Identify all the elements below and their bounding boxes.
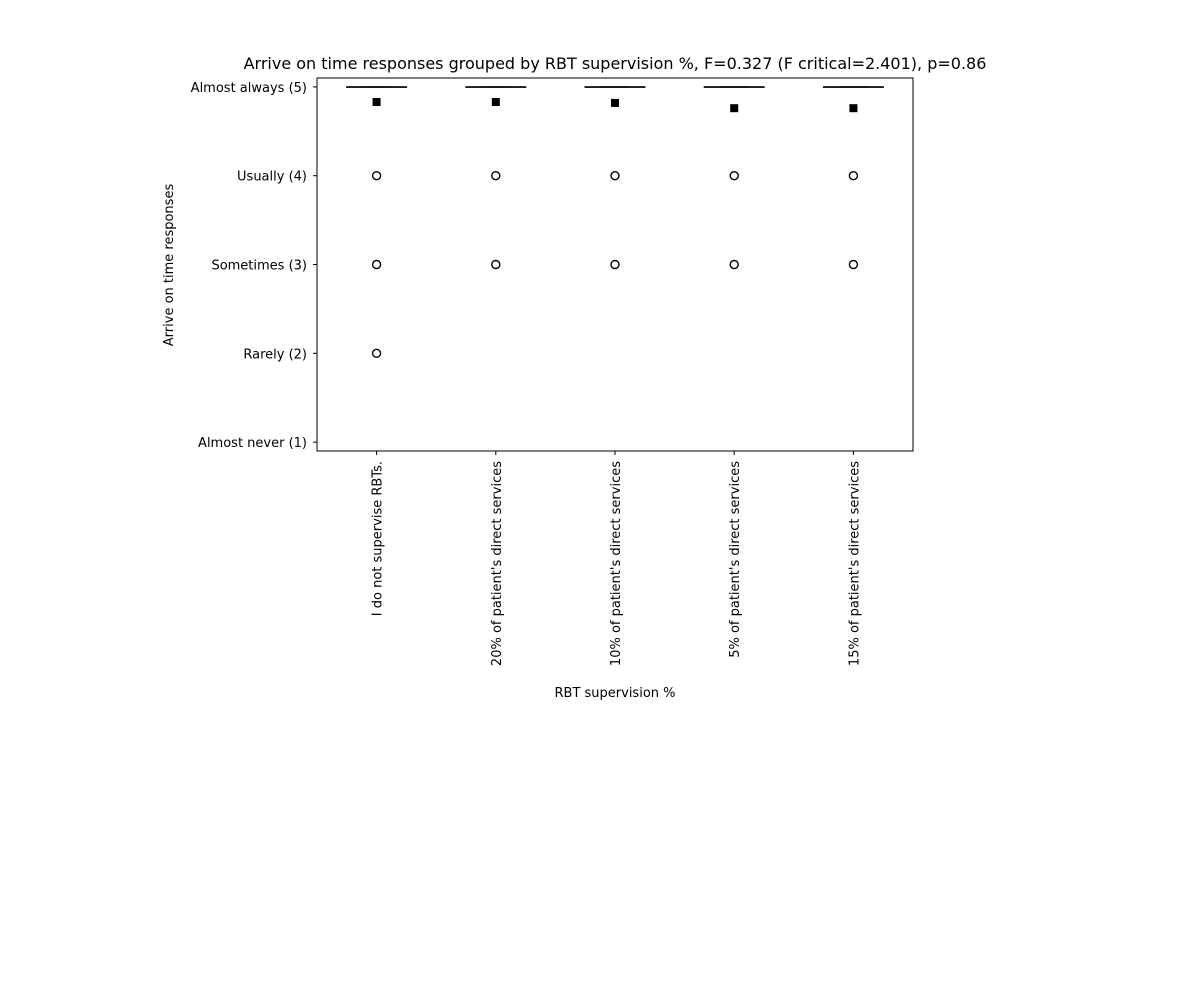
y-tick-label: Almost never (1) [198, 436, 307, 451]
y-tick-label: Sometimes (3) [211, 259, 307, 274]
x-axis-label: RBT supervision % [555, 686, 676, 701]
mean-marker [849, 104, 858, 113]
outlier-point [371, 259, 382, 270]
chart-marks: Almost never (1) Rarely (2) Sometimes (3) U… [191, 81, 884, 666]
outlier-point [491, 259, 501, 270]
x-tick-label: I do not supervise RBTs. [371, 461, 386, 616]
y-tick-label: Usually (4) [237, 170, 307, 185]
outlier-point [371, 170, 382, 181]
outlier-point [610, 259, 620, 270]
outlier-point [729, 259, 739, 270]
x-tick-label: 15% of patient's direct services [847, 461, 862, 666]
y-tick-label: Almost always (5) [191, 81, 307, 96]
mean-marker [611, 98, 619, 107]
outlier-point [610, 170, 620, 181]
outlier-point [848, 259, 859, 270]
x-tick-label: 10% of patient's direct services [609, 461, 624, 666]
y-axis-label: Arrive on time responses [162, 184, 177, 347]
mean-marker [730, 104, 739, 113]
x-tick-label: 5% of patient's direct services [728, 461, 743, 658]
y-tick-label: Rarely (2) [243, 347, 307, 362]
outlier-point [729, 170, 739, 181]
outlier-point [371, 348, 382, 359]
outlier-point [848, 170, 859, 181]
chart-title: Arrive on time responses grouped by RBT … [244, 54, 987, 73]
mean-marker [491, 97, 500, 106]
mean-marker [372, 97, 381, 106]
x-tick-label: 20% of patient's direct services [490, 461, 505, 666]
outlier-point [491, 170, 501, 181]
